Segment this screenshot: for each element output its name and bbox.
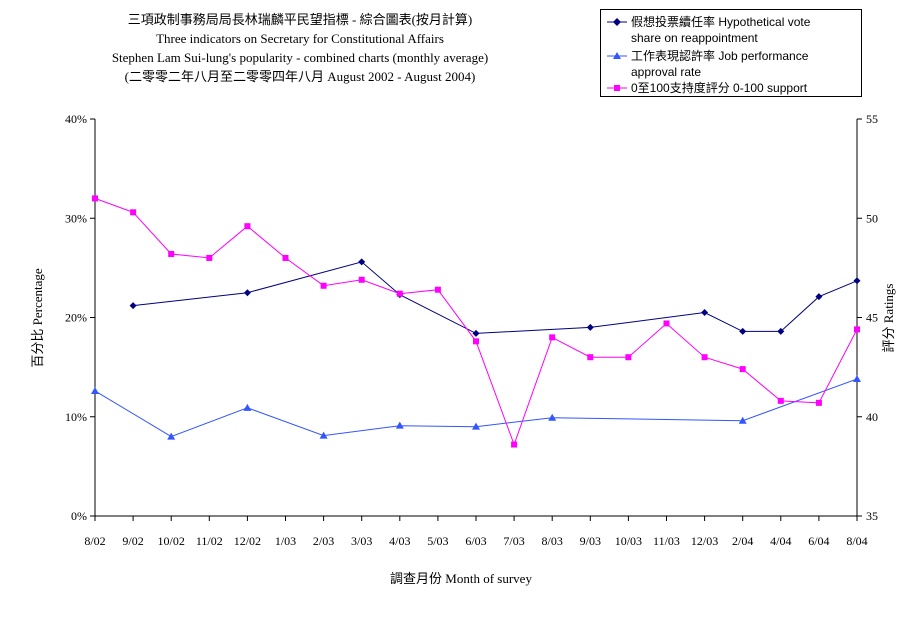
x-axis-label: 調查月份 Month of survey [390,571,532,586]
legend-marker-triangle [607,52,627,59]
y-right-tick-label: 55 [866,112,878,126]
data-point-diamond [815,293,823,301]
data-point-triangle [319,431,328,439]
data-point-square [358,276,365,283]
x-tick-label: 12/02 [234,534,261,548]
y-left-tick-label: 20% [65,311,87,325]
x-tick-label: 2/04 [732,534,753,548]
data-point-triangle [472,422,480,430]
x-tick-label: 11/02 [196,534,223,548]
data-point-diamond [853,277,861,285]
x-tick-label: 2/03 [313,534,334,548]
x-tick-label: 8/04 [846,534,867,548]
x-tick-label: 5/03 [427,534,448,548]
y-left-tick-label: 30% [65,211,87,225]
y-axis-left-label: 百分比 Percentage [30,268,45,368]
chart-subtitle-line-3: (二零零二年八月至二零零四年八月 August 2002 - August 20… [124,69,476,84]
chart-subtitle-line-1: Three indicators on Secretary for Consti… [156,31,444,46]
data-point-diamond [701,309,709,317]
x-tick-label: 8/03 [542,534,563,548]
y-right-tick-label: 35 [866,509,878,523]
x-tick-label: 9/02 [122,534,143,548]
legend-label-vote-share-line-2: share on reappointment [631,31,758,45]
x-tick-label: 6/04 [808,534,829,548]
data-point-diamond [472,329,480,337]
x-tick-label: 11/03 [653,534,680,548]
data-point-diamond [358,258,366,266]
data-point-diamond [777,327,785,335]
data-point-square [739,366,746,373]
chart-series-layer [91,195,861,448]
data-point-square [777,397,784,404]
data-point-square [625,354,632,361]
x-tick-label: 6/03 [465,534,486,548]
x-tick-label: 12/03 [691,534,718,548]
y-right-tick-label: 45 [866,311,878,325]
y-left-tick-label: 0% [71,509,87,523]
data-point-square [854,326,860,333]
chart-legend: 假想投票續任率 Hypothetical vote share on reapp… [600,9,862,97]
data-point-triangle [91,386,99,394]
legend-label-support-rating: 0至100支持度評分 0-100 support [631,81,808,95]
data-point-square [282,254,289,261]
data-point-square [815,399,822,406]
legend-label-vote-share-line-1: 假想投票續任率 Hypothetical vote [631,15,811,29]
data-point-square [320,282,327,289]
data-point-triangle [243,403,252,411]
x-tick-label: 8/02 [84,534,105,548]
data-point-diamond [586,323,594,331]
x-tick-label: 9/03 [580,534,601,548]
data-point-square [434,286,441,293]
x-tick-label: 4/04 [770,534,791,548]
data-point-square [663,320,670,327]
data-point-square [168,250,175,257]
legend-marker-diamond [607,18,627,26]
x-tick-label: 3/03 [351,534,372,548]
data-point-diamond [739,327,747,335]
data-point-triangle [738,416,747,424]
x-tick-label: 10/03 [615,534,642,548]
x-tick-label: 4/03 [389,534,410,548]
data-point-square [206,254,213,261]
data-point-square [396,290,403,297]
data-point-square [511,441,518,448]
data-point-triangle [167,432,176,440]
y-right-tick-label: 50 [866,211,878,225]
legend-marker-square [607,85,627,91]
data-point-triangle [548,413,557,421]
chart-title: 三項政制事務局局長林瑞麟平民望指標 - 綜合圖表(按月計算) [127,12,473,27]
legend-label-job-approval-line-2: approval rate [631,65,702,79]
data-point-square [549,334,556,341]
data-point-diamond [243,289,251,297]
chart-axes: 0% 10% 20% 30% 40% 35 40 45 50 55 8/02 9/02 10/02 11/… [65,112,878,548]
data-point-diamond [129,302,137,310]
x-tick-label: 1/03 [275,534,296,548]
y-right-tick-label: 40 [866,410,878,424]
chart-subtitle-line-2: Stephen Lam Sui-lung's popularity - comb… [111,50,489,65]
data-point-square [92,195,98,202]
y-axis-right-label: 評分 Ratings [881,284,896,353]
x-tick-label: 7/03 [503,534,524,548]
chart-title-block: 三項政制事務局局長林瑞麟平民望指標 - 綜合圖表(按月計算) Three ind… [60,10,540,86]
data-point-square [587,354,594,361]
data-point-square [701,354,708,361]
x-tick-label: 10/02 [158,534,185,548]
y-left-tick-label: 40% [65,112,87,126]
y-left-tick-label: 10% [65,410,87,424]
data-point-square [130,209,137,216]
data-point-triangle [853,375,861,383]
legend-label-job-approval-line-1: 工作表現認許率 Job performance [631,49,809,63]
data-point-triangle [395,421,404,429]
data-point-square [473,338,479,345]
series-line-2 [94,197,858,446]
series-line-0 [133,261,858,334]
data-point-square [244,223,251,230]
